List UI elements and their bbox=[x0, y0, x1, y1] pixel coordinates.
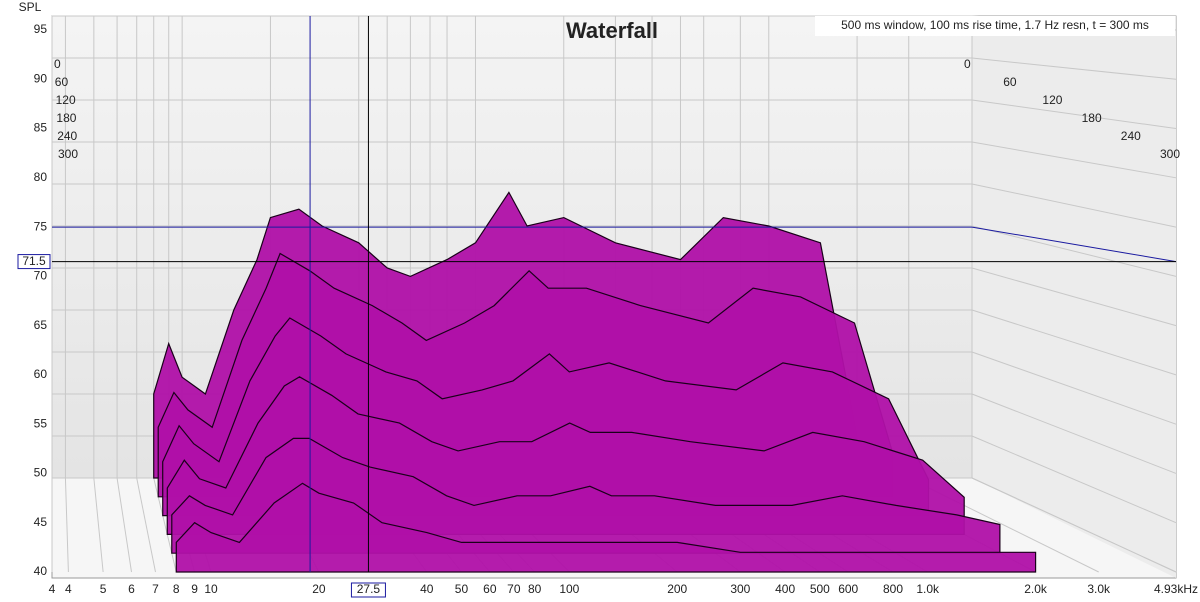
x-tick-label: 500 bbox=[810, 582, 830, 596]
time-label: 0 bbox=[964, 57, 971, 71]
x-tick-label: 300 bbox=[730, 582, 750, 596]
x-tick-label: 60 bbox=[483, 582, 497, 596]
x-tick-label: 6 bbox=[128, 582, 135, 596]
cursor-box bbox=[350, 582, 386, 598]
x-tick-label: 5 bbox=[100, 582, 107, 596]
y-tick-label: 95 bbox=[34, 22, 48, 36]
waterfall-slice bbox=[175, 482, 1037, 573]
x-tick-label: 40 bbox=[420, 582, 434, 596]
grid-line bbox=[971, 57, 1177, 80]
time-label: 240 bbox=[57, 129, 77, 143]
grid-line bbox=[971, 225, 1177, 277]
cursor-x-label: 27.5 bbox=[357, 582, 381, 596]
grid-line bbox=[971, 267, 1177, 327]
time-label: 60 bbox=[55, 75, 69, 89]
x-tick-label: 8 bbox=[173, 582, 180, 596]
grid-line bbox=[971, 435, 1177, 524]
y-tick-label: 75 bbox=[34, 219, 48, 233]
y-tick-label: 80 bbox=[34, 170, 48, 184]
x-tick-label: 800 bbox=[883, 582, 903, 596]
time-label: 300 bbox=[1160, 147, 1180, 161]
y-tick-label: 55 bbox=[34, 416, 48, 430]
y-tick-label: 70 bbox=[34, 269, 48, 283]
y-tick-label: 50 bbox=[34, 466, 48, 480]
cursor-box bbox=[17, 254, 51, 270]
time-label: 0 bbox=[54, 57, 61, 71]
time-label: 300 bbox=[58, 147, 78, 161]
time-label: 120 bbox=[56, 93, 76, 107]
grid-line bbox=[971, 309, 1177, 376]
grid-line bbox=[153, 477, 177, 573]
grid-line bbox=[971, 99, 1177, 130]
y-tick-label: 60 bbox=[34, 367, 48, 381]
x-tick-label: 20 bbox=[312, 582, 326, 596]
x-tick-label: 80 bbox=[528, 582, 542, 596]
y-tick-label: 90 bbox=[34, 71, 48, 85]
x-tick-label: 200 bbox=[667, 582, 687, 596]
x-tick-label: 400 bbox=[775, 582, 795, 596]
cursor-y-label: 71.5 bbox=[22, 254, 46, 268]
x-tick-label: 9 bbox=[191, 582, 198, 596]
grid-line bbox=[116, 477, 132, 573]
time-label: 180 bbox=[56, 111, 76, 125]
time-label: 240 bbox=[1121, 129, 1141, 143]
x-tick-label: 2.0k bbox=[1024, 582, 1048, 596]
time-label: 180 bbox=[1082, 111, 1102, 125]
x-tick-label: 1.0k bbox=[916, 582, 940, 596]
time-label: 120 bbox=[1042, 93, 1062, 107]
chart-title: Waterfall bbox=[566, 18, 658, 43]
time-label: 60 bbox=[1003, 75, 1017, 89]
x-tick-label: 4 bbox=[49, 582, 56, 596]
y-tick-label: 85 bbox=[34, 121, 48, 135]
x-tick-label: 4.93kHz bbox=[1154, 582, 1198, 596]
cursor-line bbox=[971, 226, 1177, 263]
grid-line bbox=[136, 477, 156, 573]
grid-line bbox=[971, 351, 1177, 425]
x-tick-label: 3.0k bbox=[1087, 582, 1111, 596]
chart-subtitle: 500 ms window, 100 ms rise time, 1.7 Hz … bbox=[841, 18, 1149, 32]
x-tick-label: 7 bbox=[152, 582, 159, 596]
y-tick-label: 45 bbox=[34, 515, 48, 529]
y-tick-label: 40 bbox=[34, 564, 48, 578]
grid-line bbox=[971, 477, 1177, 573]
y-tick-label: 65 bbox=[34, 318, 48, 332]
info-box bbox=[815, 16, 1175, 36]
grid-line bbox=[64, 477, 69, 573]
grid-line bbox=[971, 141, 1177, 179]
grid-line bbox=[93, 477, 104, 573]
x-tick-label: 100 bbox=[559, 582, 579, 596]
x-tick-label: 10 bbox=[204, 582, 218, 596]
grid-line bbox=[971, 183, 1177, 228]
x-tick-label: 600 bbox=[838, 582, 858, 596]
grid-line bbox=[971, 393, 1177, 474]
x-tick-label: 50 bbox=[455, 582, 469, 596]
x-tick-label: 70 bbox=[507, 582, 521, 596]
x-tick-label: 4 bbox=[65, 582, 72, 596]
y-axis-label: SPL bbox=[19, 0, 42, 14]
